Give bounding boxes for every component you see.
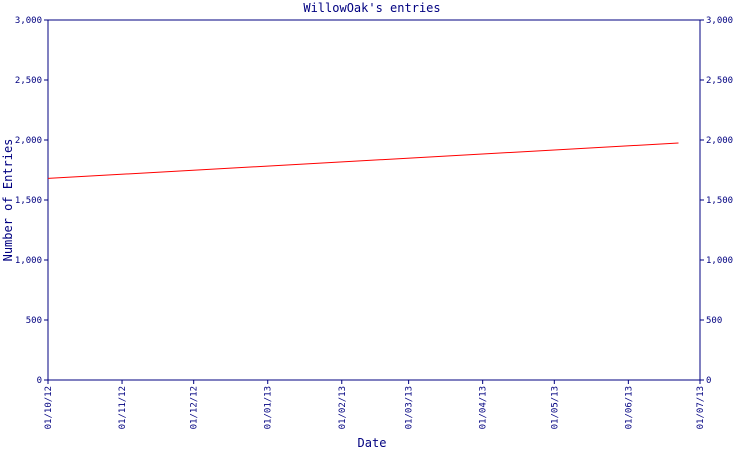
chart-title: WillowOak's entries xyxy=(303,1,440,15)
y-tick-label: 500 xyxy=(26,316,42,326)
x-tick-label: 01/02/13 xyxy=(338,386,348,429)
x-tick-label: 01/07/13 xyxy=(696,386,706,429)
y2-tick-label: 2,500 xyxy=(706,76,733,86)
y2-tick-label: 1,500 xyxy=(706,196,733,206)
x-tick-label: 01/12/12 xyxy=(190,386,200,429)
x-tick-label: 01/01/13 xyxy=(264,386,274,429)
x-tick-label: 01/04/13 xyxy=(479,386,489,429)
y-tick-label: 2,000 xyxy=(15,136,42,146)
y-tick-label: 3,000 xyxy=(15,16,42,26)
x-tick-label: 01/05/13 xyxy=(550,386,560,429)
x-tick-label: 01/10/12 xyxy=(44,386,54,429)
plot-area xyxy=(47,19,701,381)
y-tick-label: 2,500 xyxy=(15,76,42,86)
y-tick-label: 1,000 xyxy=(15,256,42,266)
x-tick-label: 01/06/13 xyxy=(624,386,634,429)
y2-tick-label: 1,000 xyxy=(706,256,733,266)
x-tick-label: 01/11/12 xyxy=(118,386,128,429)
y-tick-label: 0 xyxy=(37,376,42,386)
y2-tick-label: 3,000 xyxy=(706,16,733,26)
x-axis-label: Date xyxy=(358,436,387,450)
y2-tick-label: 0 xyxy=(706,376,711,386)
x-tick-label: 01/03/13 xyxy=(405,386,415,429)
data-line xyxy=(47,142,679,179)
y-axis-label: Number of Entries xyxy=(1,139,15,262)
y-tick-label: 1,500 xyxy=(15,196,42,206)
y2-tick-label: 500 xyxy=(706,316,722,326)
y2-tick-label: 2,000 xyxy=(706,136,733,146)
